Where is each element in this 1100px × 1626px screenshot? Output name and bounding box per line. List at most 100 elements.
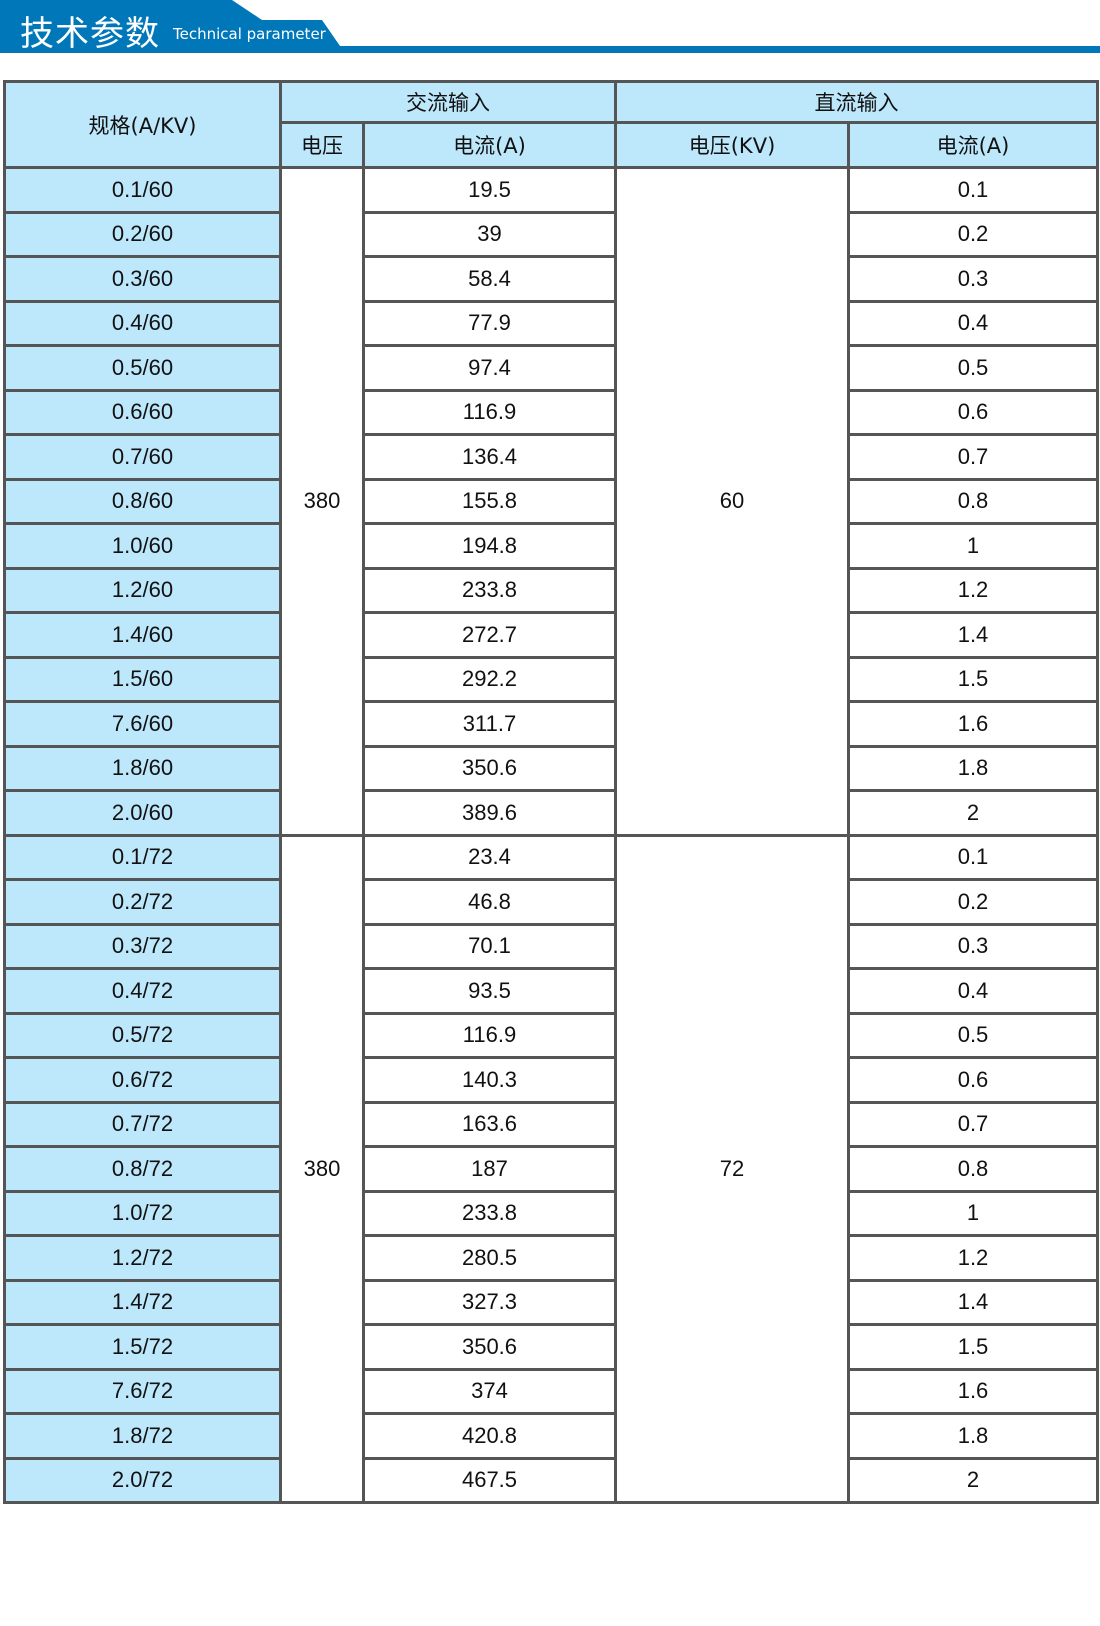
table-row: 0.2/72 46.8 0.2 — [3, 878, 1099, 926]
ac-current-cell: 194.8 — [362, 522, 617, 570]
table-row: 0.7/72 163.6 0.7 — [3, 1100, 1099, 1148]
dc-current-cell: 2 — [847, 789, 1099, 837]
dc-current-cell: 1.4 — [847, 1278, 1099, 1326]
table-row: 0.4/60 77.9 0.4 — [3, 299, 1099, 347]
table-row: 1.8/72 420.8 1.8 — [3, 1412, 1099, 1460]
spec-cell: 0.1/72 — [3, 833, 282, 881]
table-row: 0.7/60 136.4 0.7 — [3, 433, 1099, 481]
ac-current-cell: 39 — [362, 210, 617, 258]
table-row: 0.3/72 70.1 0.3 — [3, 922, 1099, 970]
table-row: 1.5/60 292.2 1.5 — [3, 655, 1099, 703]
spec-cell: 0.1/60 — [3, 166, 282, 214]
dc-current-cell: 0.4 — [847, 967, 1099, 1015]
table-row: 1.2/72 280.5 1.2 — [3, 1234, 1099, 1282]
dc-current-cell: 0.5 — [847, 344, 1099, 392]
table-row: 0.4/72 93.5 0.4 — [3, 967, 1099, 1015]
table-row: 1.8/60 350.6 1.8 — [3, 744, 1099, 792]
ac-current-cell: 350.6 — [362, 744, 617, 792]
ac-current-cell: 374 — [362, 1367, 617, 1415]
dc-current-cell: 1.2 — [847, 566, 1099, 614]
table-row: 0.1/60 380 19.5 60 0.1 — [3, 166, 1099, 837]
spec-cell: 0.4/60 — [3, 299, 282, 347]
spec-cell: 0.4/72 — [3, 967, 282, 1015]
table-row: 1.4/72 327.3 1.4 — [3, 1278, 1099, 1326]
dc-current-cell: 0.7 — [847, 433, 1099, 481]
table-row: 0.8/60 155.8 0.8 — [3, 477, 1099, 525]
header-ac-input: 交流输入 — [279, 80, 617, 124]
spec-cell: 1.5/72 — [3, 1323, 282, 1371]
ac-current-cell: 77.9 — [362, 299, 617, 347]
parameter-table: 规格(A/KV) 交流输入 直流输入 电压 电流(A) 电压(KV) 电流(A)… — [3, 80, 1099, 1504]
table-row: 0.6/60 116.9 0.6 — [3, 388, 1099, 436]
ac-current-cell: 389.6 — [362, 789, 617, 837]
table-row: 0.1/72 380 23.4 72 0.1 — [3, 833, 1099, 1504]
table-row: 0.3/60 58.4 0.3 — [3, 255, 1099, 303]
dc-current-cell: 0.8 — [847, 1145, 1099, 1193]
dc-current-cell: 0.8 — [847, 477, 1099, 525]
spec-cell: 0.6/72 — [3, 1056, 282, 1104]
dc-current-cell: 0.1 — [847, 166, 1099, 214]
ac-current-cell: 327.3 — [362, 1278, 617, 1326]
spec-cell: 0.5/60 — [3, 344, 282, 392]
ac-current-cell: 233.8 — [362, 566, 617, 614]
ac-voltage-cell: 380 — [279, 833, 365, 1504]
spec-cell: 0.2/72 — [3, 878, 282, 926]
ac-current-cell: 272.7 — [362, 611, 617, 659]
table-row: 2.0/72 467.5 2 — [3, 1456, 1099, 1504]
dc-current-cell: 0.7 — [847, 1100, 1099, 1148]
spec-cell: 2.0/72 — [3, 1456, 282, 1504]
dc-current-cell: 0.2 — [847, 878, 1099, 926]
spec-cell: 0.3/60 — [3, 255, 282, 303]
table-row: 0.5/60 97.4 0.5 — [3, 344, 1099, 392]
spec-cell: 2.0/60 — [3, 789, 282, 837]
header-dc-input: 直流输入 — [614, 80, 1099, 124]
spec-cell: 0.8/72 — [3, 1145, 282, 1193]
dc-voltage-cell: 60 — [614, 166, 850, 837]
spec-cell: 0.3/72 — [3, 922, 282, 970]
header-spec: 规格(A/KV) — [3, 80, 282, 169]
header-dc-voltage: 电压(KV) — [614, 121, 850, 169]
table-row: 7.6/72 374 1.6 — [3, 1367, 1099, 1415]
section-title: 技术参数 — [20, 14, 160, 54]
dc-current-cell: 1 — [847, 522, 1099, 570]
dc-current-cell: 1.5 — [847, 1323, 1099, 1371]
dc-current-cell: 1.8 — [847, 744, 1099, 792]
dc-current-cell: 1.8 — [847, 1412, 1099, 1460]
table-row: 0.5/72 116.9 0.5 — [3, 1011, 1099, 1059]
ac-current-cell: 70.1 — [362, 922, 617, 970]
ac-current-cell: 155.8 — [362, 477, 617, 525]
ac-current-cell: 467.5 — [362, 1456, 617, 1504]
section-subtitle: Technical parameter — [173, 25, 326, 43]
table-row: 1.2/60 233.8 1.2 — [3, 566, 1099, 614]
table-row: 0.2/60 39 0.2 — [3, 210, 1099, 258]
spec-cell: 0.6/60 — [3, 388, 282, 436]
header-banner-shape — [0, 0, 1100, 53]
dc-current-cell: 1.6 — [847, 700, 1099, 748]
spec-cell: 0.2/60 — [3, 210, 282, 258]
spec-cell: 1.8/60 — [3, 744, 282, 792]
dc-current-cell: 0.4 — [847, 299, 1099, 347]
spec-cell: 1.0/60 — [3, 522, 282, 570]
spec-cell: 7.6/60 — [3, 700, 282, 748]
dc-current-cell: 0.6 — [847, 388, 1099, 436]
ac-current-cell: 46.8 — [362, 878, 617, 926]
dc-current-cell: 0.5 — [847, 1011, 1099, 1059]
spec-cell: 1.2/72 — [3, 1234, 282, 1282]
spec-cell: 1.5/60 — [3, 655, 282, 703]
dc-current-cell: 0.3 — [847, 922, 1099, 970]
ac-current-cell: 97.4 — [362, 344, 617, 392]
dc-current-cell: 1.2 — [847, 1234, 1099, 1282]
table-row: 1.0/72 233.8 1 — [3, 1189, 1099, 1237]
spec-cell: 1.4/72 — [3, 1278, 282, 1326]
dc-current-cell: 1.5 — [847, 655, 1099, 703]
dc-voltage-cell: 72 — [614, 833, 850, 1504]
ac-current-cell: 292.2 — [362, 655, 617, 703]
dc-current-cell: 0.3 — [847, 255, 1099, 303]
table-row: 1.0/60 194.8 1 — [3, 522, 1099, 570]
dc-current-cell: 1.4 — [847, 611, 1099, 659]
ac-current-cell: 19.5 — [362, 166, 617, 214]
ac-current-cell: 163.6 — [362, 1100, 617, 1148]
header-ac-voltage: 电压 — [279, 121, 365, 169]
ac-current-cell: 23.4 — [362, 833, 617, 881]
spec-cell: 0.8/60 — [3, 477, 282, 525]
